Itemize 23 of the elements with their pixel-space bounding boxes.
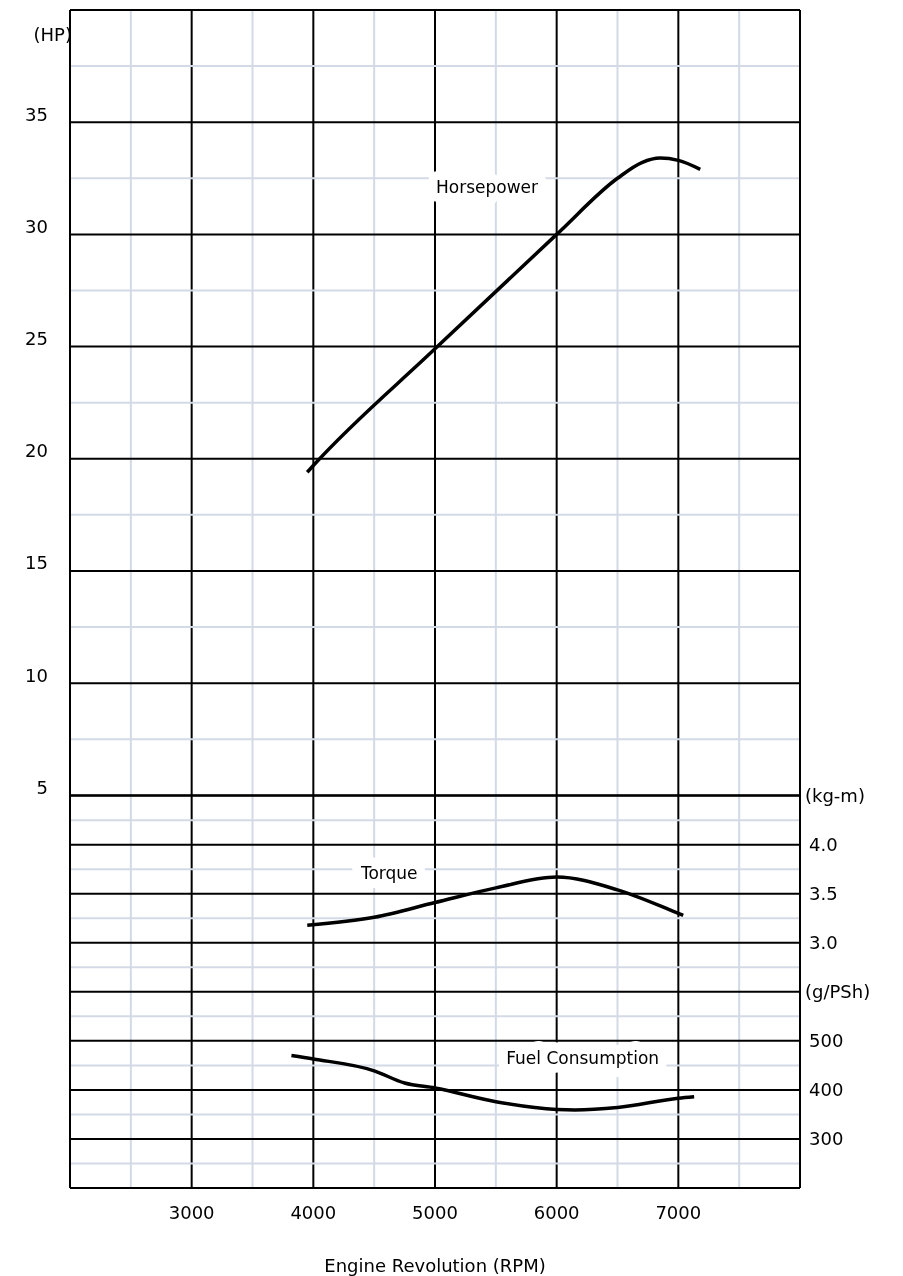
y3-tick-label: 400 bbox=[809, 1078, 844, 1100]
x-tick-label: 3000 bbox=[168, 1201, 215, 1223]
y2-axis-title: (kg-m) bbox=[805, 784, 865, 806]
x-tick-label: 5000 bbox=[412, 1201, 458, 1223]
x-tick-label: 6000 bbox=[533, 1201, 580, 1223]
y-tick-label: 15 bbox=[25, 552, 48, 574]
x-axis-title: Engine Revolution (RPM) bbox=[324, 1255, 546, 1276]
text: Horsepower bbox=[435, 176, 539, 197]
y-tick-label: 5 bbox=[36, 776, 48, 798]
y3-axis-title: (g/PSh) bbox=[805, 980, 871, 1002]
y3-tick-label: 500 bbox=[809, 1029, 844, 1051]
y-tick-label: 10 bbox=[25, 664, 48, 686]
y2-tick-label: 3.5 bbox=[809, 882, 838, 904]
x-tick-label: 7000 bbox=[655, 1201, 702, 1223]
series-label: Torque bbox=[359, 863, 418, 884]
y-tick-label: 35 bbox=[25, 103, 48, 125]
x-tick-label: 4000 bbox=[290, 1201, 337, 1223]
y3-tick-label: 300 bbox=[809, 1127, 844, 1149]
y-tick-label: 30 bbox=[25, 215, 48, 237]
y2-tick-label: 3.0 bbox=[809, 931, 838, 953]
y-tick-label: 20 bbox=[25, 440, 48, 462]
y2-tick-label: 4.0 bbox=[809, 833, 838, 855]
y-tick-label: 25 bbox=[25, 327, 48, 349]
